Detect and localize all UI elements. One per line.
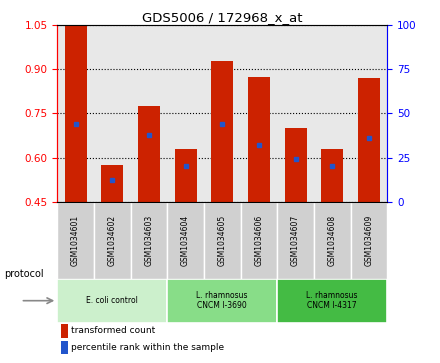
Text: GSM1034608: GSM1034608	[328, 215, 337, 266]
Text: GSM1034609: GSM1034609	[364, 215, 374, 266]
Bar	[358, 78, 380, 201]
Text: percentile rank within the sample: percentile rank within the sample	[71, 343, 224, 352]
Bar	[248, 77, 270, 201]
Bar	[211, 61, 233, 201]
Bar	[101, 166, 123, 201]
Bar	[57, 279, 167, 323]
Bar	[138, 106, 160, 201]
Bar	[314, 201, 351, 279]
Text: GSM1034604: GSM1034604	[181, 215, 190, 266]
Text: GSM1034605: GSM1034605	[218, 215, 227, 266]
Bar	[241, 201, 277, 279]
Bar	[204, 201, 241, 279]
Title: GDS5006 / 172968_x_at: GDS5006 / 172968_x_at	[142, 11, 302, 24]
Bar	[321, 149, 343, 201]
Bar	[277, 201, 314, 279]
Bar	[94, 201, 131, 279]
Text: transformed count: transformed count	[71, 326, 155, 335]
Text: protocol: protocol	[4, 269, 44, 279]
Text: L. rhamnosus
CNCM I-3690: L. rhamnosus CNCM I-3690	[196, 291, 248, 310]
Bar	[167, 201, 204, 279]
Text: GSM1034603: GSM1034603	[144, 215, 154, 266]
Text: GSM1034607: GSM1034607	[291, 215, 300, 266]
Bar	[351, 201, 387, 279]
Text: GSM1034602: GSM1034602	[108, 215, 117, 266]
Text: GSM1034606: GSM1034606	[254, 215, 264, 266]
Text: GSM1034601: GSM1034601	[71, 215, 80, 266]
Bar	[61, 325, 68, 338]
Bar	[167, 279, 277, 323]
Bar	[131, 201, 167, 279]
Text: E. coli control: E. coli control	[86, 296, 138, 305]
Bar	[285, 128, 307, 201]
Bar	[277, 279, 387, 323]
Bar	[61, 341, 68, 354]
Bar	[65, 26, 87, 201]
Bar	[57, 201, 94, 279]
Bar	[175, 149, 197, 201]
Text: L. rhamnosus
CNCM I-4317: L. rhamnosus CNCM I-4317	[306, 291, 358, 310]
